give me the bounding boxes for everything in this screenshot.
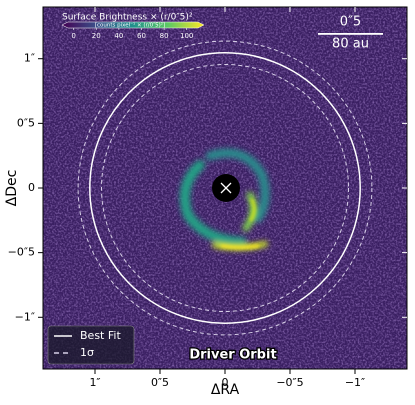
- colorbar-tick-label: 20: [92, 32, 101, 40]
- x-axis-label: ΔRA: [211, 382, 240, 398]
- y-axis-label: ΔDec: [4, 170, 20, 207]
- x-tick-label: 0″5: [151, 376, 169, 389]
- colorbar-tick-label: 40: [114, 32, 123, 40]
- colorbar-tick-label: 0: [71, 32, 75, 40]
- colorbar-unit: [counts pixel⁻¹ × (r/0″5)²]: [95, 22, 165, 29]
- best-fit-orbit: [89, 52, 361, 324]
- scalebar-physical: 80 au: [332, 37, 369, 52]
- colorbar-tick-label: 100: [180, 32, 193, 40]
- scalebar: [318, 33, 383, 35]
- y-tick-label: 1″: [24, 52, 35, 65]
- legend-label: 1σ: [80, 346, 94, 359]
- colorbar-tick-label: 60: [137, 32, 146, 40]
- x-tick-label: 1″: [89, 376, 100, 389]
- y-tick-label: −1″: [15, 310, 35, 323]
- legend: Best Fit 1σ: [47, 325, 135, 365]
- x-tick-label: −1″: [345, 376, 365, 389]
- y-tick-label: −0″5: [8, 246, 35, 259]
- sigma-orbit: [77, 40, 373, 336]
- y-tick-label: 0: [28, 181, 35, 194]
- annotation: Driver Orbit: [189, 348, 276, 363]
- x-tick-label: −0″5: [276, 376, 303, 389]
- colorbar: [61, 21, 205, 29]
- legend-label: Best Fit: [80, 329, 121, 342]
- colorbar-title: Surface Brightness × (r/0″5)²: [62, 13, 193, 23]
- scalebar-label: 0″5: [340, 15, 361, 30]
- image: [43, 7, 407, 369]
- colorbar-tick-label: 80: [160, 32, 169, 40]
- y-tick-label: 0″5: [17, 116, 35, 129]
- sigma-orbit: [101, 64, 349, 312]
- x-tick-label: 0: [222, 376, 229, 389]
